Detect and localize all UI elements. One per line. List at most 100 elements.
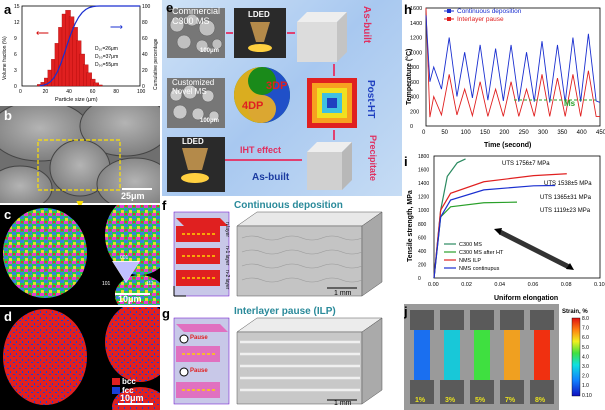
tensile-chart: 0.00 0.02 0.04 0.06 0.08 0.10 0 200 400 600 800 100… [407, 154, 605, 302]
f-scale: 1 mm [334, 290, 352, 297]
as-built-label: As-built [361, 6, 372, 44]
g-scale: 1 mm [334, 400, 352, 407]
specimen-grip [530, 380, 554, 404]
a-ylabel-left: Volume fraction (%) [2, 36, 8, 80]
i-ytick: 1400 [418, 181, 429, 187]
a-ytick-right: 40 [142, 52, 148, 58]
uts-4: UTS 1119±23 MPa [540, 208, 591, 214]
phase-map [3, 307, 160, 410]
specimen-grip [440, 310, 464, 330]
h-ylabel: Temperature (°C) [405, 49, 413, 105]
h-legend-1: Continuous deposition [457, 8, 522, 15]
arrow-down-icon: ▼ [74, 197, 86, 211]
h-xtick: 300 [538, 130, 549, 136]
ilp-title: Interlayer pause (ILP) [234, 306, 336, 317]
e-scale1: 100μm [200, 48, 220, 54]
cbar-tick: 7.0 [582, 326, 589, 332]
a-ytick-left: 9 [14, 36, 17, 42]
i-legend-entry: C300 MS after HT [459, 250, 504, 256]
i-xtick: 0.02 [461, 282, 472, 288]
i-xtick: 0.08 [561, 282, 572, 288]
panel-h: 0 50 100 150 200 250 300 350 400 450 0 200 400 600 800… [404, 0, 605, 150]
h-ytick: 0 [410, 124, 413, 130]
continuous-title: Continuous deposition [234, 200, 343, 211]
continuous-schematic [173, 211, 383, 297]
a-ylabel-right: Cumulative percentage [153, 38, 159, 90]
a-ytick-left: 6 [14, 52, 17, 58]
commercial-label: Commercial C300 MS [172, 6, 221, 26]
panel-c-label: c [4, 207, 12, 222]
sem-micrograph [0, 106, 160, 203]
cbar-tick: 2.0 [582, 374, 589, 380]
dic-strain-maps: 1% 3% 5% 7% 8% 8.07.06.05.04.03.02.01.00.10 … [404, 304, 592, 410]
h-xlabel: Time (second) [484, 142, 531, 149]
h-ytick: 200 [410, 109, 419, 115]
ipf-101: 101 [102, 281, 111, 287]
post-ht-label: Post-HT [365, 80, 376, 119]
specimen-strain-field [534, 330, 550, 380]
i-ylabel: Tensile strength, MPa [407, 190, 414, 262]
h-ytick: 1600 [410, 6, 422, 12]
e-scale2: 100μm [200, 118, 220, 124]
specimen-grip [410, 380, 434, 404]
ms-label: Ms [564, 99, 576, 108]
h-xtick: 0 [422, 130, 426, 136]
cbar-tick: 6.0 [582, 335, 589, 341]
panel-c: c 001 101 111 10μm [0, 205, 160, 305]
a-bar [97, 84, 103, 87]
custom-label: Customized Novel MS [172, 78, 215, 96]
strain-label: 3% [445, 397, 456, 404]
layer-n-2: n-2 layer [224, 270, 230, 290]
uts-1: UTS 1756±7 MPa [502, 161, 550, 167]
panel-d: d bcc fcc 10μm [0, 307, 160, 410]
a-bar [90, 78, 96, 87]
panel-f: f Continuous deposition n layer n-1 laye… [162, 198, 402, 304]
d90-label: D₉₀=55μm [95, 62, 118, 68]
specimen-strain-field [414, 330, 430, 380]
a-xtick: 60 [90, 89, 96, 95]
uts-2: UTS 1538±5 MPa [544, 181, 592, 187]
cbar-tick: 0.10 [582, 393, 592, 399]
as-built-label-2: As-built [252, 172, 290, 183]
i-xtick: 0.06 [528, 282, 539, 288]
d-scale: 10μm [120, 393, 144, 403]
cbar-tick: 3.0 [582, 364, 589, 370]
h-xtick: 200 [499, 130, 510, 136]
a-xtick: 80 [113, 89, 119, 95]
panel-i: 0.00 0.02 0.04 0.06 0.08 0.10 0 200 400 600 800 100… [404, 152, 605, 302]
h-xtick: 50 [441, 130, 448, 136]
specimen-strain-field [444, 330, 460, 380]
strain-title: Strain, % [562, 309, 588, 315]
panel-a-label: a [4, 2, 12, 17]
strain-label: 1% [415, 397, 426, 404]
svg-text:⟵: ⟵ [36, 28, 49, 38]
h-ytick: 400 [410, 95, 419, 101]
i-ytick: 200 [418, 262, 427, 268]
temperature-chart: 0 50 100 150 200 250 300 350 400 450 0 200 400 600 800… [405, 6, 605, 149]
a-ytick-left: 12 [14, 20, 20, 26]
a-ytick-right: 0 [142, 84, 145, 90]
i-ytick: 1800 [418, 154, 429, 160]
4dp-label: 4DP [242, 100, 264, 112]
cbar-tick: 5.0 [582, 345, 589, 351]
process-schematic [167, 8, 357, 192]
a-ytick-right: 20 [142, 68, 148, 74]
i-legend-entry: NMS continupus [459, 266, 500, 272]
h-ytick: 800 [410, 65, 419, 71]
i-xtick: 0.00 [428, 282, 439, 288]
b-scale: 25μm [121, 191, 145, 201]
panel-h-label: h [404, 2, 412, 17]
panel-a: 0 20 40 60 80 100 0 3 6 9 12 15 0 20 40 60 80 100 ⟵ ⟶ D₁₀… [0, 0, 160, 105]
h-xtick: 350 [557, 130, 568, 136]
specimen-strain-field [504, 330, 520, 380]
i-ytick: 600 [418, 235, 427, 241]
a-xtick: 40 [66, 89, 72, 95]
h-ytick: 1000 [410, 50, 422, 56]
i-legend-entry: C300 MS [459, 242, 482, 248]
panel-b: b 25μm [0, 106, 160, 203]
panel-f-label: f [162, 198, 167, 213]
cbar-tick: 4.0 [582, 354, 589, 360]
h-xtick: 250 [519, 130, 530, 136]
h-ytick: 1400 [410, 21, 422, 27]
